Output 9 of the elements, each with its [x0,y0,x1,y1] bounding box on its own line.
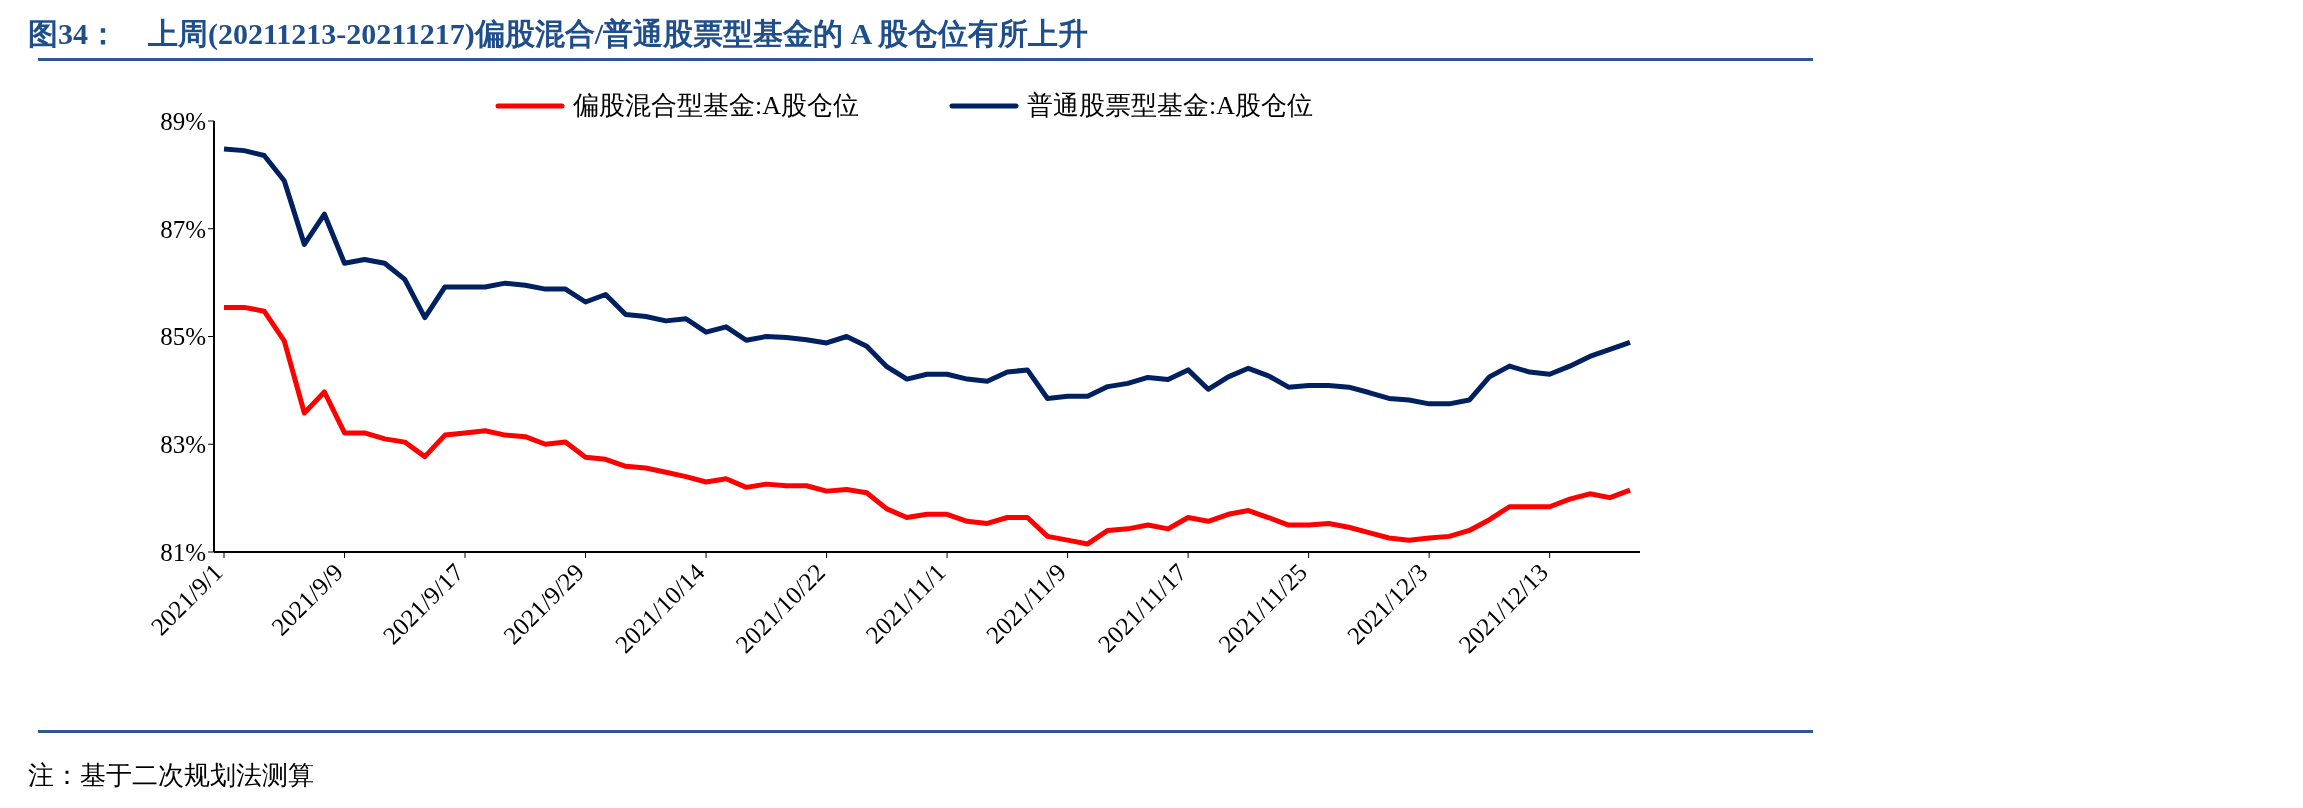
text: 注：基于二次规划法测算 [28,760,314,792]
legend-label: 普通股票型基金:A股仓位 [1027,90,1313,122]
y-tick-label: 83% [160,431,206,459]
y-tick-label: 85% [160,323,206,351]
legend-label: 偏股混合型基金:A股仓位 [573,90,859,122]
y-tick-label: 87% [160,215,206,243]
y-tick-label: 81% [160,538,206,566]
y-tick-label: 89% [160,107,206,135]
chart-title: 图34： 上周(20211213-20211217)偏股混合/普通股票型基金的 A 股仓位有所上升 [28,16,1089,52]
